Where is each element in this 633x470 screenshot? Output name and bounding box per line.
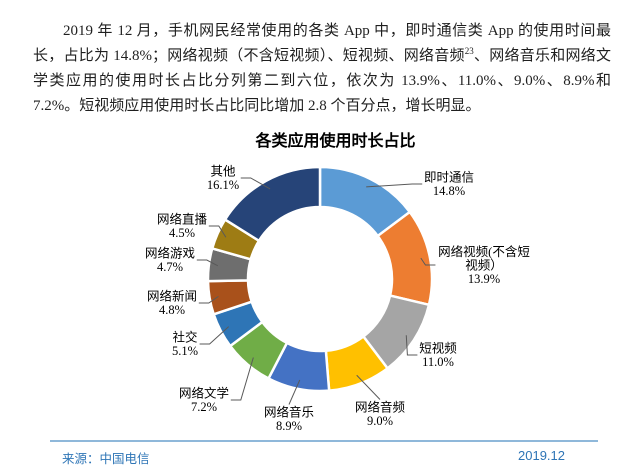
paragraph-text-2: 、网络音乐和网络文学类应用的使用时长占比分列第二到六位，依次为 13.9%、11… [33,48,611,114]
leader-line-8 [196,259,219,267]
leader-line-7 [198,295,219,304]
leader-line-1 [420,257,436,266]
leader-line-3 [356,374,381,400]
paragraph-text-1: 2019 年 12 月，手机网民经常使用的各类 App 中，即时通信类 App … [33,23,611,64]
slice-label-7: 网络新闻 4.8% [147,289,197,318]
leader-line-4 [288,379,301,405]
slice-label-2: 短视频 11.0% [419,341,457,370]
source-label: 来源：中国电信 [62,452,150,466]
slice-label-0: 即时通信 14.8% [424,171,474,199]
leader-line-9 [208,225,227,238]
donut-segment-10 [223,165,322,243]
chart-title: 各类应用使用时长占比 [255,133,416,150]
slice-label-6: 社交 5.1% [172,330,198,359]
slice-label-9: 网络直播 4.5% [157,212,208,241]
leader-line-6 [199,326,230,345]
leader-line-10 [240,177,271,190]
slice-label-10: 其他 16.1% [207,165,239,193]
slice-label-5: 网络文学 7.2% [179,386,229,415]
footer-divider [50,440,598,442]
body-paragraph: 2019 年 12 月，手机网民经常使用的各类 App 中，即时通信类 App … [33,19,611,119]
slice-label-4: 网络音乐 8.9% [264,405,314,434]
slice-label-3: 网络音频 9.0% [355,400,406,429]
slice-label-1: 网络视频(不含短视频） 13.9% [438,244,530,286]
footnote-superscript: 23 [464,46,474,56]
report-date: 2019.12 [518,448,565,463]
leader-line-0 [366,183,423,188]
leader-line-5 [230,357,254,401]
leader-line-2 [405,335,418,356]
slice-label-8: 网络游戏 4.7% [145,246,195,275]
